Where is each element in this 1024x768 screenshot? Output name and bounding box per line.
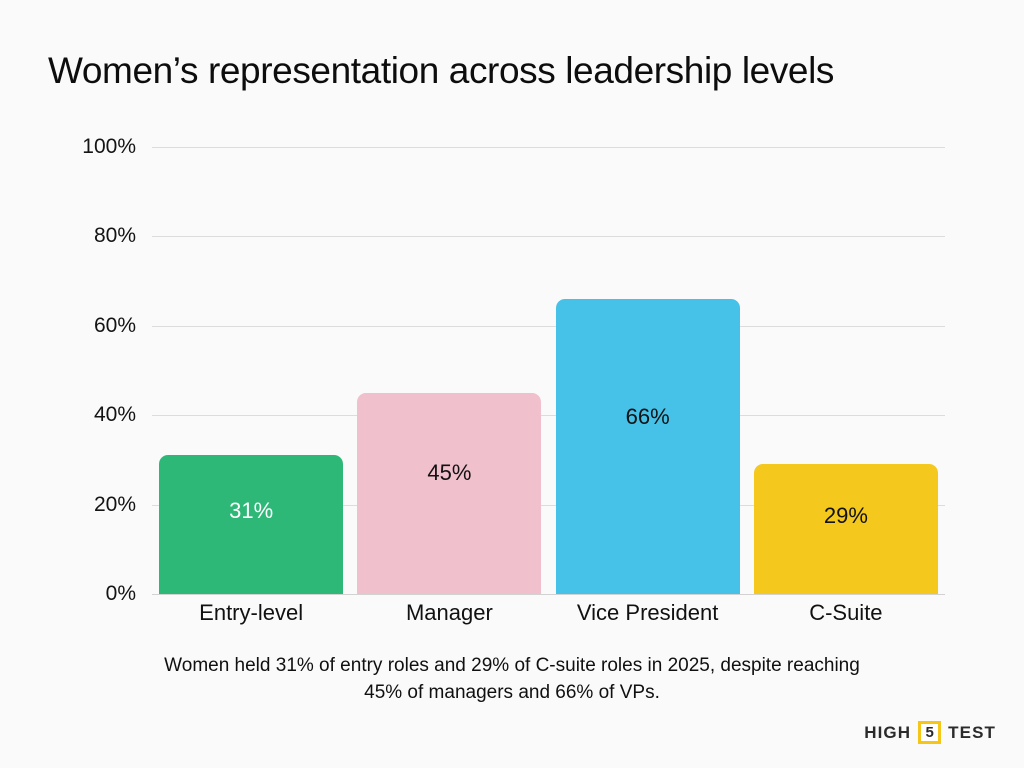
logo-word-test: TEST xyxy=(948,722,996,742)
bar-value-label: 29% xyxy=(823,503,868,529)
bar-group[interactable]: 66% xyxy=(555,147,740,594)
caption-line-1: Women held 31% of entry roles and 29% of… xyxy=(164,655,860,676)
gridline-0pct xyxy=(152,594,945,595)
x-axis: Entry-level Manager Vice President C-Suite xyxy=(152,600,945,634)
x-axis-tick-label: C-Suite xyxy=(809,600,883,625)
caption-line-2: 45% of managers and 66% of VPs. xyxy=(364,682,660,703)
y-axis-tick-label: 80% xyxy=(93,224,136,248)
bar-group[interactable]: 31% xyxy=(159,147,344,594)
bar-manager[interactable]: 45% xyxy=(357,392,542,594)
x-axis-tick-label: Vice President xyxy=(576,600,719,625)
bar-entry-level[interactable]: 31% xyxy=(159,455,344,594)
bar-value-label: 66% xyxy=(625,404,670,429)
bars-layer: 31% 45% 66% 29% xyxy=(152,147,945,594)
y-axis-tick-label: 40% xyxy=(93,403,136,427)
logo-five-box: 5 xyxy=(918,721,942,744)
gridline-80pct xyxy=(152,236,945,238)
y-axis-tick-label: 20% xyxy=(93,492,136,516)
gridline-100pct xyxy=(152,147,945,148)
bar-value-label: 45% xyxy=(427,460,472,486)
y-axis-tick-label: 0% xyxy=(105,582,136,605)
chart-title: Women’s representation across leadership… xyxy=(48,50,835,91)
chart-caption: Women held 31% of entry roles and 29% of… xyxy=(0,652,1024,706)
x-axis-tick-label: Entry-level xyxy=(199,600,304,625)
y-axis: 0% 20% 40% 60% 80% 100% xyxy=(0,135,136,605)
brand-logo: HIGH 5 TEST xyxy=(864,721,996,744)
gridline-40pct xyxy=(152,415,945,417)
plot-area xyxy=(152,147,945,595)
bar-group[interactable]: 45% xyxy=(357,147,542,594)
bar-c-suite[interactable]: 29% xyxy=(753,464,938,594)
bar-group[interactable]: 29% xyxy=(753,147,938,594)
logo-word-high: HIGH xyxy=(864,722,912,742)
x-axis-tick-label: Manager xyxy=(405,600,493,625)
gridline-20pct xyxy=(152,504,945,506)
y-axis-tick-label: 100% xyxy=(82,135,136,158)
bar-vice-president[interactable]: 66% xyxy=(555,298,740,594)
bar-value-label: 31% xyxy=(229,497,274,523)
gridline-60pct xyxy=(152,325,945,327)
y-axis-tick-label: 60% xyxy=(93,313,136,337)
